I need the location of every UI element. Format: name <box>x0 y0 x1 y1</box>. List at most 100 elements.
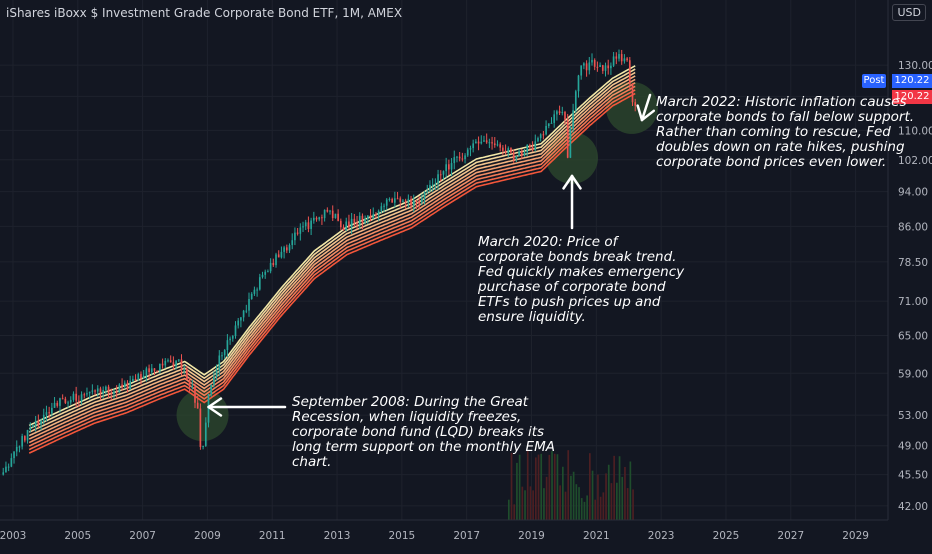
candle-body <box>296 232 299 234</box>
arrow-head <box>570 174 582 190</box>
candle-body <box>472 143 475 149</box>
x-tick-label: 2025 <box>713 530 740 542</box>
candle-body <box>312 217 315 221</box>
candle-body <box>431 184 434 186</box>
annotation-2022: March 2022: Historic inflation causes co… <box>656 95 914 170</box>
candle-body <box>113 391 115 394</box>
annotation-line: corporate bonds to fall below support. <box>656 109 915 125</box>
y-tick-label: 45.50 <box>898 470 928 482</box>
candle-body <box>353 218 356 223</box>
candle-body <box>148 368 150 373</box>
candle-body <box>634 102 637 106</box>
candle-body <box>183 369 186 371</box>
candle-body <box>315 217 318 220</box>
candle-body <box>529 145 531 148</box>
candle-body <box>180 359 183 370</box>
candle-body <box>556 111 558 115</box>
candle-body <box>37 420 40 425</box>
volume-bar <box>629 461 632 520</box>
candle-body <box>577 75 580 92</box>
arrow-head <box>207 397 223 409</box>
candle-body <box>358 215 361 225</box>
candle-body <box>105 386 107 391</box>
candle-body <box>72 393 75 400</box>
volume-bar <box>610 483 613 520</box>
candle-body <box>156 370 159 372</box>
volume-bar <box>564 491 567 520</box>
volume-bar <box>591 470 594 520</box>
candle-body <box>45 412 48 415</box>
candle-body <box>569 128 572 158</box>
volume-bar <box>561 466 564 520</box>
candle-body <box>342 227 345 231</box>
volume-bar <box>513 504 516 520</box>
y-tick-label: 102.00 <box>898 155 932 167</box>
last-price-badge: 120.22 <box>892 74 932 88</box>
volume-bar <box>532 490 534 520</box>
candle-body <box>375 214 377 216</box>
candle-body <box>588 62 591 71</box>
candle-body <box>245 310 248 312</box>
candle-body <box>21 436 23 447</box>
candle-body <box>107 386 110 393</box>
candle-body <box>350 218 353 228</box>
y-tick-label: 130.00 <box>898 60 932 72</box>
candle-body <box>231 336 234 339</box>
candle-body <box>402 200 404 202</box>
candle-body <box>88 391 91 394</box>
candle-body <box>399 198 402 202</box>
x-tick-label: 2003 <box>0 530 26 542</box>
candle-body <box>302 226 304 228</box>
candle-body <box>272 262 275 266</box>
volume-bar <box>521 486 524 520</box>
candle-body <box>396 198 399 200</box>
candle-body <box>69 399 72 403</box>
candle-body <box>56 402 59 406</box>
event-highlight-circle <box>546 131 599 184</box>
candle-body <box>520 151 523 156</box>
candle-body <box>383 205 385 207</box>
candle-body <box>502 147 504 151</box>
ema-line <box>28 78 636 440</box>
currency-selector[interactable]: USD <box>892 4 926 21</box>
ema-line <box>28 85 636 447</box>
ema-line <box>28 89 636 451</box>
candle-body <box>331 210 334 219</box>
annotation-line: ensure liquidity. <box>478 309 586 325</box>
candle-body <box>388 199 391 201</box>
chart-title: iShares iBoxx $ Investment Grade Corpora… <box>6 6 403 20</box>
volume-bar <box>583 501 586 520</box>
candle-body <box>115 391 118 393</box>
candle-body <box>177 359 180 361</box>
candle-body <box>329 210 331 212</box>
candle-body <box>283 247 285 252</box>
candle-body <box>558 111 561 114</box>
annotation-line: long term support on the monthly EMA <box>292 439 555 455</box>
y-tick-label: 65.00 <box>898 330 928 342</box>
candle-body <box>210 384 213 395</box>
candle-body <box>439 174 442 176</box>
candle-body <box>367 215 369 219</box>
candle-body <box>51 407 53 414</box>
candle-body <box>518 151 520 157</box>
candle-body <box>339 220 342 228</box>
annotation-2020: March 2020: Price of corporate bonds bre… <box>478 235 684 325</box>
candle-body <box>337 213 339 221</box>
candle-body <box>512 152 515 160</box>
candle-body <box>134 378 137 381</box>
candle-body <box>415 201 418 203</box>
volume-bar <box>543 488 545 520</box>
x-tick-label: 2017 <box>453 530 480 542</box>
x-tick-label: 2011 <box>259 530 286 542</box>
annotation-line: March 2022: Historic inflation causes <box>656 94 907 110</box>
ema-line <box>28 82 636 444</box>
candle-body <box>604 65 607 71</box>
annotation-2008: September 2008: During the Great Recessi… <box>292 395 555 470</box>
candle-body <box>59 398 61 406</box>
candle-body <box>248 299 250 311</box>
annotation-line: corporate bond fund (LQD) breaks its <box>292 424 545 440</box>
candle-body <box>618 54 620 59</box>
candle-body <box>380 206 383 211</box>
